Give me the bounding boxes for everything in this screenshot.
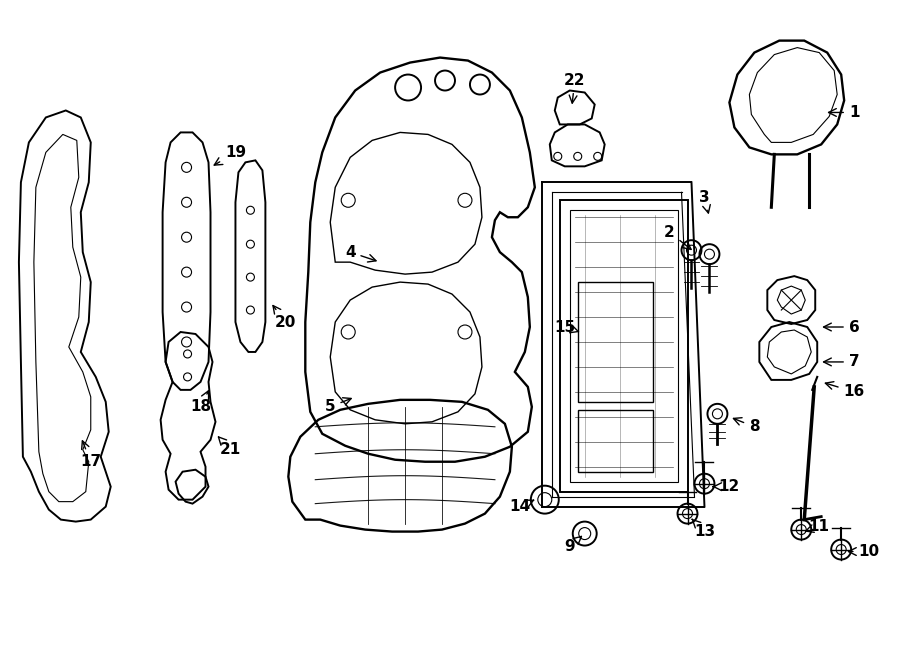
- Text: 21: 21: [219, 437, 241, 457]
- Text: 11: 11: [806, 519, 830, 534]
- Text: 17: 17: [80, 441, 102, 469]
- Text: 18: 18: [190, 391, 212, 414]
- Bar: [560, 201, 688, 492]
- Text: 14: 14: [509, 499, 534, 514]
- Bar: [570, 211, 678, 482]
- Text: 16: 16: [825, 382, 865, 399]
- Text: 19: 19: [214, 145, 246, 165]
- Text: 7: 7: [824, 354, 859, 369]
- Text: 4: 4: [345, 245, 376, 262]
- Text: 10: 10: [849, 544, 879, 559]
- Text: 20: 20: [273, 306, 296, 330]
- Text: 1: 1: [829, 105, 860, 120]
- Text: 15: 15: [554, 320, 579, 334]
- Text: 12: 12: [713, 479, 740, 494]
- Text: 9: 9: [564, 536, 581, 554]
- Text: 6: 6: [824, 320, 859, 334]
- Text: 3: 3: [699, 190, 710, 213]
- Text: 5: 5: [325, 398, 351, 414]
- Bar: [578, 410, 652, 472]
- Text: 2: 2: [664, 224, 691, 250]
- Bar: [578, 282, 652, 402]
- Text: 8: 8: [734, 418, 760, 434]
- Text: 22: 22: [564, 73, 586, 103]
- Text: 13: 13: [692, 519, 715, 539]
